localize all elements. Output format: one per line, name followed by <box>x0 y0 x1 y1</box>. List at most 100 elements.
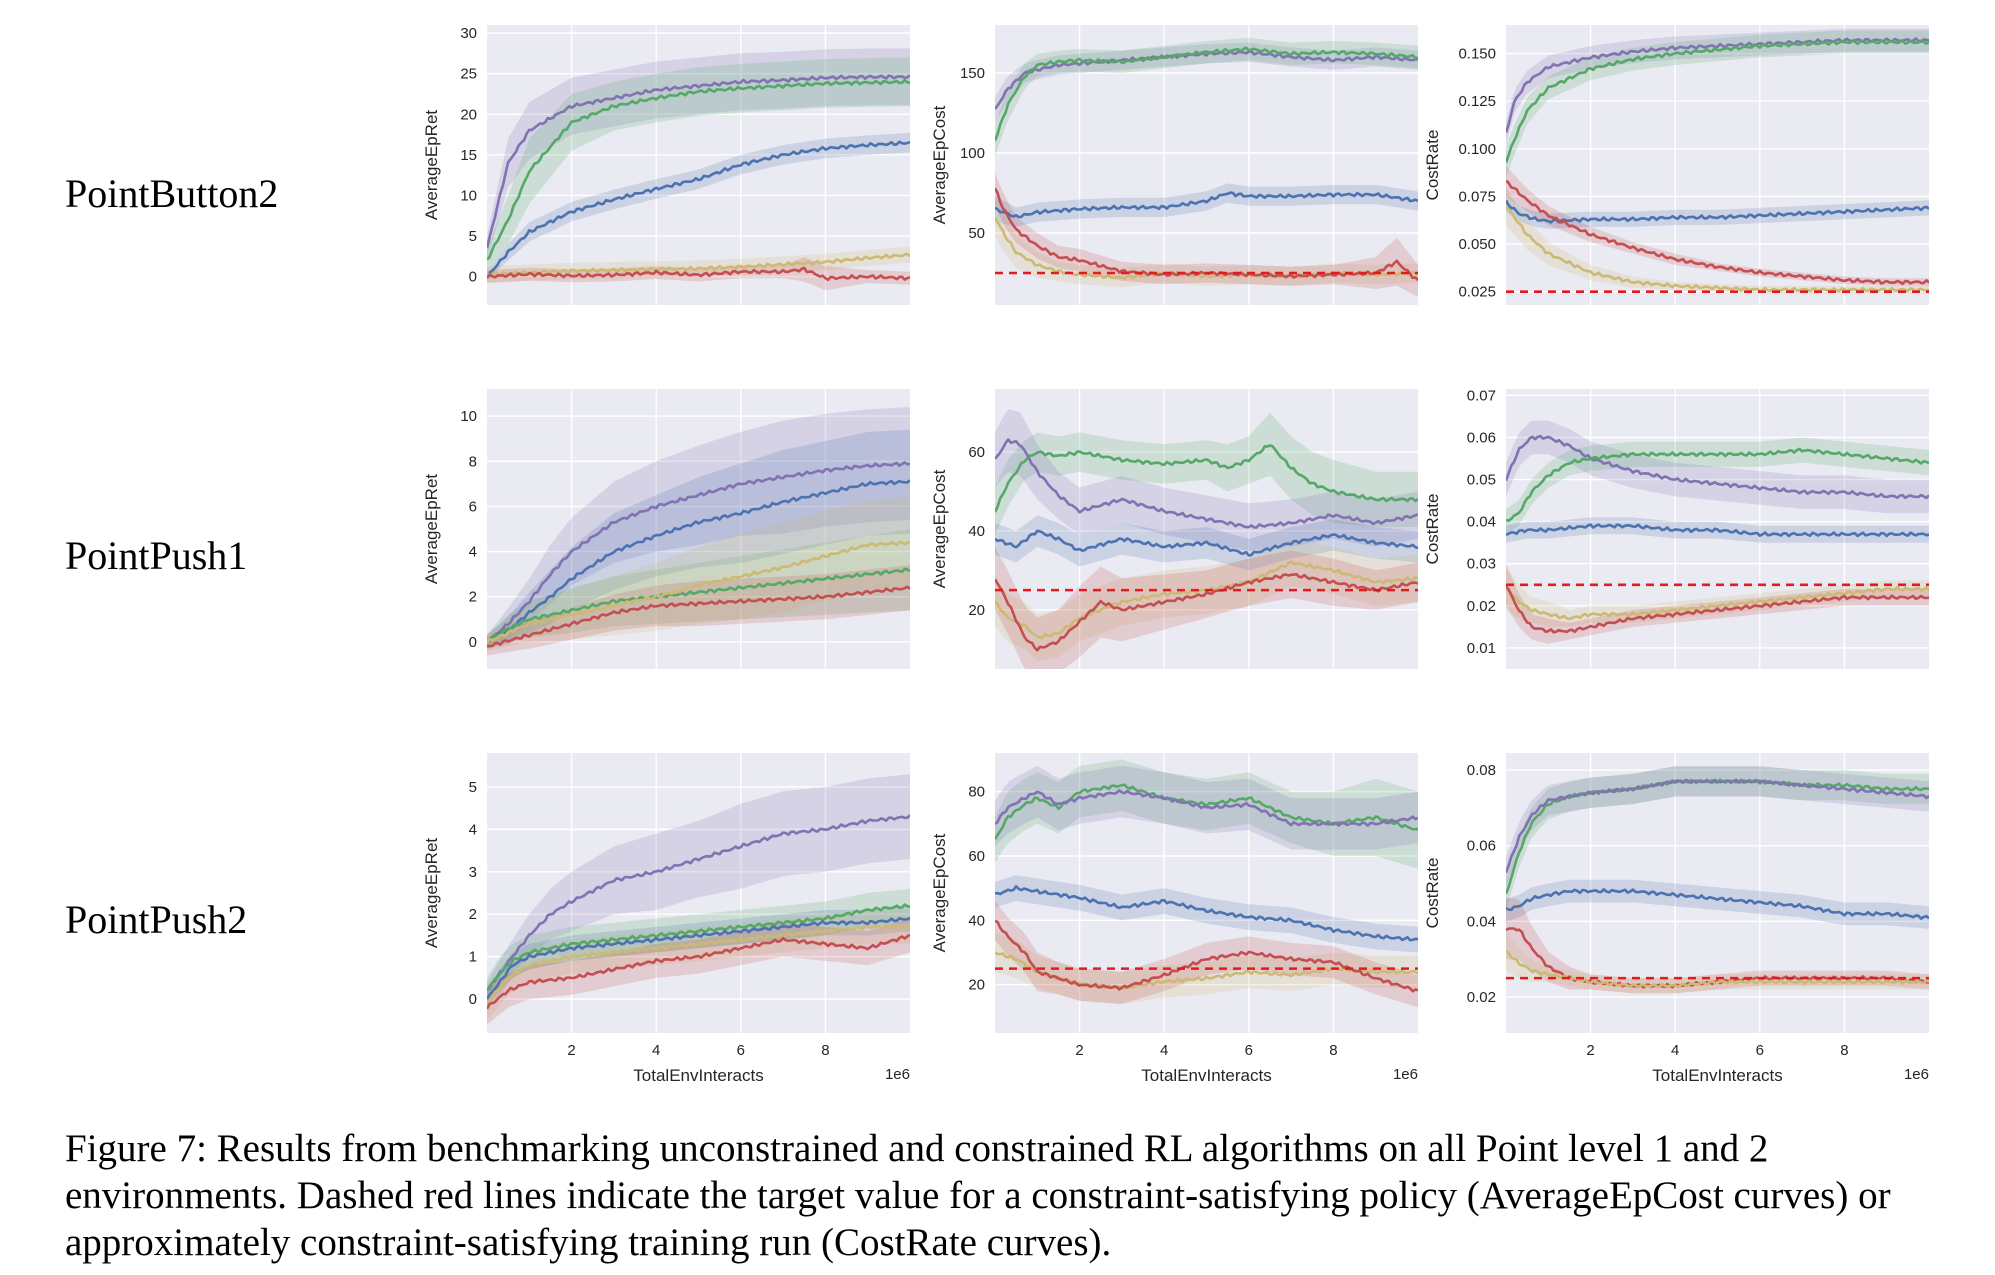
y-axis-label: AverageEpRet <box>422 110 441 221</box>
line-purple <box>995 789 1418 827</box>
line-red <box>1506 179 1929 286</box>
line-blue <box>1506 199 1929 224</box>
panel-background <box>487 389 910 669</box>
y-tick-label: 4 <box>469 821 477 838</box>
y-tick-label: 5 <box>469 228 477 245</box>
y-tick-label: 25 <box>460 66 477 83</box>
line-blue <box>487 479 910 643</box>
band-green <box>1506 30 1929 178</box>
x-tick-label: 2 <box>567 1042 575 1059</box>
line-green <box>487 903 910 991</box>
figure-caption: Figure 7: Results from benchmarking unco… <box>65 1127 1891 1264</box>
line-blue <box>487 916 910 1000</box>
line-red <box>487 933 910 1010</box>
y-tick-label: 15 <box>460 147 477 164</box>
line-blue <box>487 140 910 278</box>
x-tick-label: 6 <box>737 1042 745 1059</box>
y-tick-label: 10 <box>460 408 477 425</box>
panel-pp2-ret: 0 1 2 3 4 5 2 4 6 8 AverageEpRet TotalEnvInteracts 1… <box>422 753 910 1085</box>
band-yellow <box>487 246 910 283</box>
panel-pp1-rate: 0.01 0.02 0.03 0.04 0.05 0.06 0.07 CostRate <box>1423 387 1929 669</box>
band-blue <box>1506 879 1929 929</box>
y-tick-label: 0.150 <box>1458 46 1496 63</box>
y-axis-label: AverageEpCost <box>930 833 949 952</box>
line-red <box>995 572 1418 652</box>
panel-pp1-cost: 20 40 60 AverageEpCost <box>930 389 1418 669</box>
y-tick-label: 150 <box>960 65 985 82</box>
x-axis-label: TotalEnvInteracts <box>1141 1066 1271 1085</box>
plot-area <box>995 759 1418 1008</box>
y-tick-label: 0.100 <box>1458 141 1496 158</box>
line-blue <box>1506 523 1929 538</box>
line-green <box>995 46 1418 141</box>
x-tick-label: 4 <box>652 1042 660 1059</box>
band-red <box>487 565 910 656</box>
line-green <box>995 444 1418 513</box>
y-tick-label: 100 <box>960 145 985 162</box>
x-tick-label: 2 <box>1586 1042 1594 1059</box>
band-red <box>487 918 910 1025</box>
y-tick-label: 0.125 <box>1458 93 1496 110</box>
y-tick-label: 0.04 <box>1467 913 1496 930</box>
panel-pb2-rate: 0.025 0.050 0.075 0.100 0.125 0.150 CostRate <box>1423 25 1929 305</box>
x-offset-label: 1e6 <box>1393 1066 1418 1083</box>
line-purple <box>1506 37 1929 133</box>
y-tick-label: 0.050 <box>1458 236 1496 253</box>
band-green <box>995 37 1418 157</box>
y-tick-label: 2 <box>469 589 477 606</box>
line-yellow <box>487 923 910 1004</box>
x-axis-label: TotalEnvInteracts <box>1652 1066 1782 1085</box>
panel-pb2-ret: 0 5 10 15 20 25 30 AverageEpRet <box>422 25 910 305</box>
y-tick-label: 0.025 <box>1458 284 1496 301</box>
line-purple <box>487 461 910 643</box>
panel-background <box>487 25 910 305</box>
panel-background <box>1506 753 1929 1033</box>
y-axis-label: AverageEpRet <box>422 838 441 949</box>
panel-background <box>995 753 1418 1033</box>
line-purple <box>995 438 1418 529</box>
chart-grid: 051015202530AverageEpRet50100150AverageE… <box>422 25 1929 1085</box>
x-tick-label: 8 <box>1840 1042 1848 1059</box>
y-tick-label: 0.06 <box>1467 429 1496 446</box>
y-tick-label: 0.08 <box>1467 762 1496 779</box>
y-tick-label: 3 <box>469 864 477 881</box>
band-green <box>487 57 910 273</box>
y-axis-label: AverageEpCost <box>930 469 949 588</box>
band-purple <box>1506 766 1929 888</box>
band-green <box>1506 437 1929 535</box>
y-tick-label: 0.05 <box>1467 472 1496 489</box>
line-red <box>995 919 1418 993</box>
band-blue <box>487 905 910 1008</box>
line-red <box>1506 585 1929 634</box>
band-green <box>995 412 1418 535</box>
line-green <box>487 78 910 261</box>
band-red <box>995 901 1418 1008</box>
plot-area <box>1506 420 1929 644</box>
line-yellow <box>487 540 910 644</box>
band-red <box>1506 898 1929 994</box>
line-blue <box>995 191 1418 219</box>
y-tick-label: 0.02 <box>1467 989 1496 1006</box>
band-yellow <box>487 910 910 1021</box>
line-purple <box>1506 434 1929 500</box>
y-tick-label: 8 <box>469 453 477 470</box>
band-green <box>487 888 910 1004</box>
panel-pb2-cost: 50 100 150 AverageEpCost <box>930 25 1418 305</box>
y-tick-label: 60 <box>968 444 985 461</box>
y-tick-label: 0 <box>469 991 477 1008</box>
x-tick-label: 4 <box>1671 1042 1679 1059</box>
y-axis-label: AverageEpRet <box>422 474 441 585</box>
x-offset-label: 1e6 <box>1904 1066 1929 1083</box>
y-tick-label: 40 <box>968 523 985 540</box>
plot-area <box>995 409 1418 669</box>
x-offset-label: 1e6 <box>885 1066 910 1083</box>
line-blue <box>995 529 1418 557</box>
panel-background <box>487 753 910 1033</box>
band-blue <box>995 875 1418 953</box>
y-tick-label: 0.01 <box>1467 640 1496 657</box>
panel-pp2-rate: 0.02 0.04 0.06 0.08 2 4 6 8 CostRate TotalEnvInte… <box>1423 753 1929 1085</box>
plot-area <box>995 37 1418 297</box>
y-tick-label: 30 <box>460 25 477 42</box>
x-tick-label: 8 <box>821 1042 829 1059</box>
y-tick-label: 0.03 <box>1467 556 1496 573</box>
